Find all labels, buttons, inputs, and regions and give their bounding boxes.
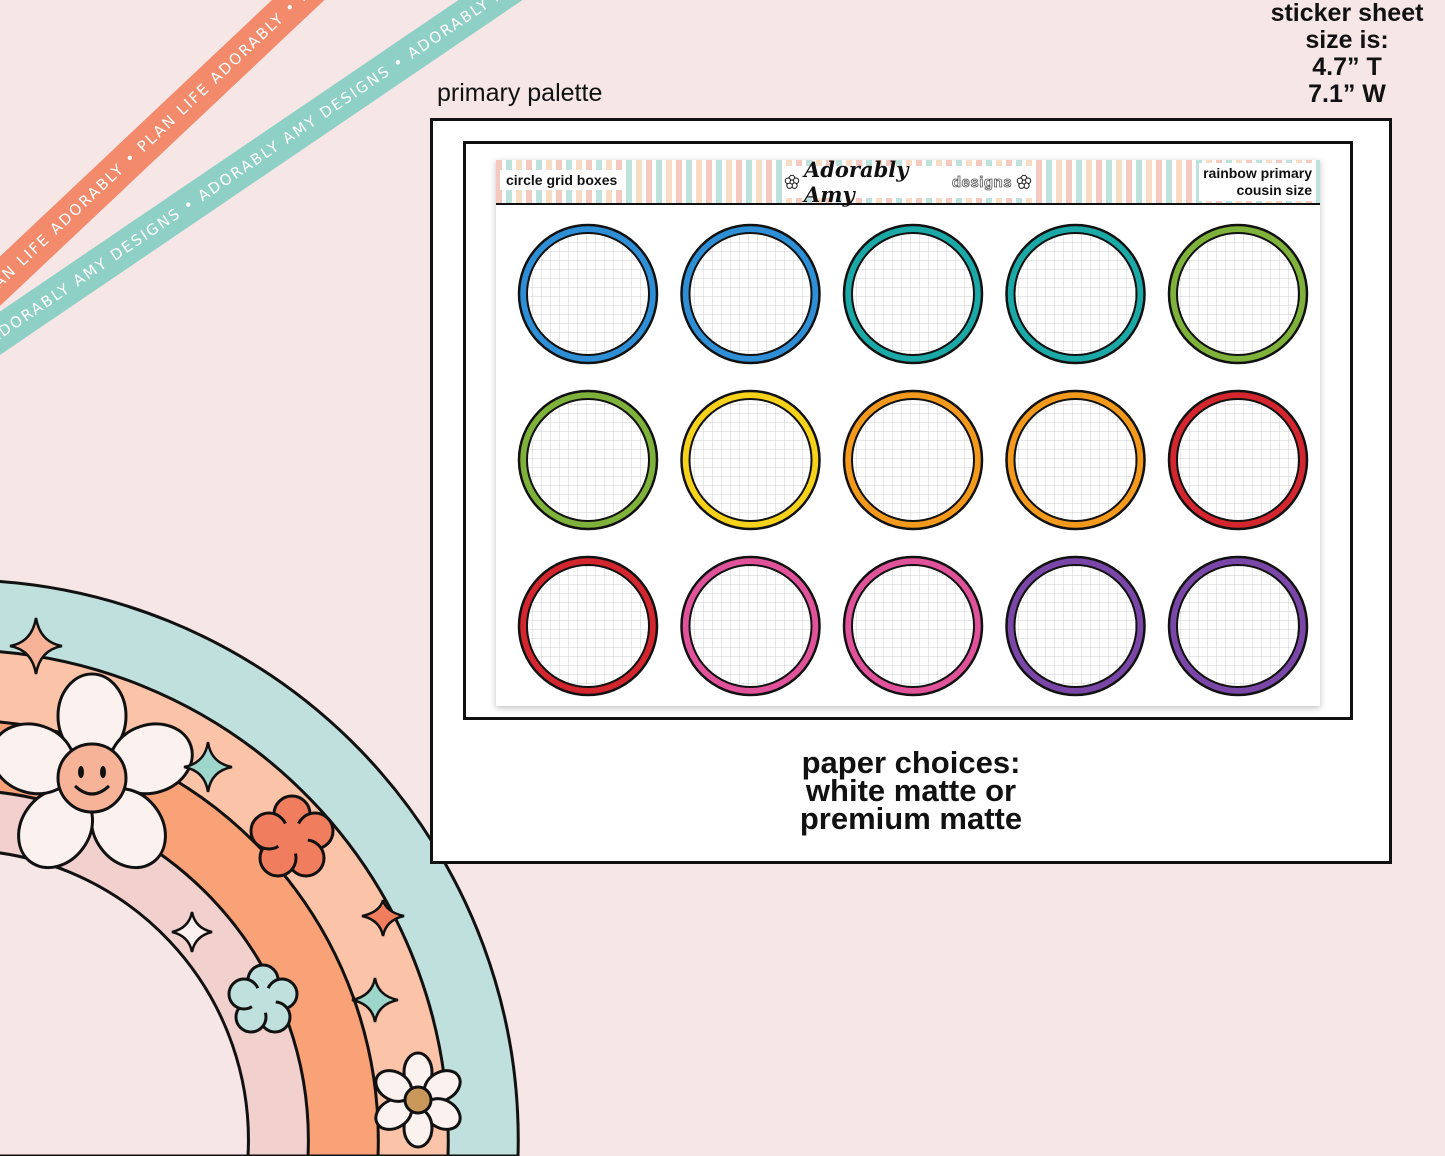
logo-flower-icon (784, 174, 800, 189)
size-line: sticker sheet (1270, 0, 1424, 27)
white-flower-icon (374, 1051, 462, 1149)
orange-flower-icon (249, 794, 335, 878)
circle-sticker (517, 555, 659, 697)
smiley-flower-icon (0, 672, 194, 870)
sheet-frame: circle grid boxes Adorably Amy designs (463, 141, 1353, 720)
brand-logo: Adorably Amy designs (784, 157, 1032, 207)
circle-sticker (842, 223, 984, 365)
circle-sticker (1005, 223, 1146, 365)
paper-line: premium matte (799, 801, 1023, 836)
paper-choices: paper choices: white matte or premium ma… (433, 745, 1389, 836)
variant-line: cousin size (1236, 182, 1312, 198)
sheet-variant: rainbow primary cousin size (1199, 163, 1316, 201)
circle-sticker (517, 389, 659, 531)
paper-line: paper choices: (801, 745, 1021, 780)
variant-line: rainbow primary (1203, 165, 1312, 181)
mint-flower-icon (227, 963, 299, 1034)
circle-sticker (842, 389, 984, 531)
circle-sticker (1167, 223, 1309, 365)
logo-script-text: Adorably Amy (803, 157, 909, 207)
product-mockup-card: circle grid boxes Adorably Amy designs (430, 118, 1392, 864)
circle-sticker (680, 555, 821, 697)
sparkle-icon (183, 741, 233, 793)
brand-ribbons: PLAN LIFE ADORABLY • PLAN LIFE ADORABLY … (0, 0, 523, 355)
size-line: 7.1” W (1308, 80, 1386, 108)
circle-sticker (842, 555, 984, 697)
palette-label: primary palette (437, 79, 603, 107)
rainbow-illustration (0, 580, 520, 1156)
sheet-size-info: sticker sheet size is: 4.7” T 7.1” W (1257, 0, 1437, 108)
circle-sticker (1167, 389, 1309, 531)
sparkle-icon (361, 899, 405, 937)
circle-sticker (1005, 389, 1146, 531)
rainbow-inner-gap (0, 851, 250, 1156)
size-line: size is: (1305, 26, 1389, 54)
circle-grid-stickers (517, 223, 1309, 697)
paper-line: white matte or (805, 773, 1017, 808)
size-line: 4.7” T (1312, 53, 1382, 81)
logo-flower-icon (1016, 174, 1032, 189)
sheet-header-strip: circle grid boxes Adorably Amy designs (496, 157, 1320, 207)
circle-sticker (1167, 555, 1309, 697)
circle-sticker (1005, 555, 1146, 697)
sparkle-icon (351, 977, 399, 1023)
circle-sticker (517, 223, 659, 365)
circle-sticker (680, 223, 821, 365)
teal-ribbon (0, 0, 523, 355)
sticker-sheet: circle grid boxes Adorably Amy designs (496, 157, 1320, 706)
logo-sub-text: designs (951, 173, 1013, 191)
sheet-title: circle grid boxes (500, 170, 624, 190)
circle-sticker (680, 389, 821, 531)
sparkle-icon (9, 617, 63, 675)
sparkle-icon (171, 911, 213, 953)
orange-ribbon (0, 0, 325, 306)
